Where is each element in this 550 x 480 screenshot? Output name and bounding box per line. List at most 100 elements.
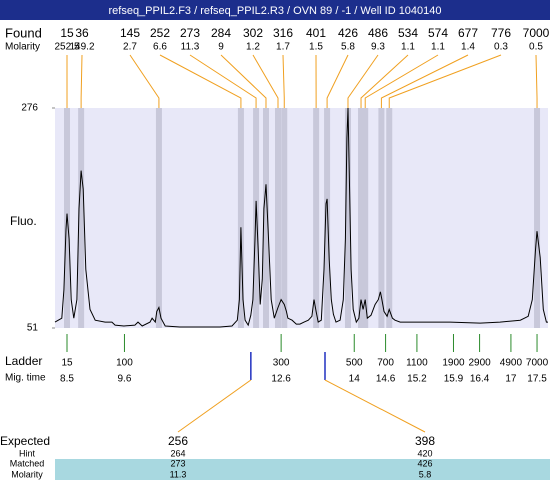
peak-molarity: 0.5 — [529, 42, 543, 53]
ladder-size: 1900 — [442, 358, 465, 369]
ladder-time: 15.2 — [407, 374, 427, 385]
peak-connector — [80, 54, 83, 108]
peak-connector — [189, 54, 257, 108]
expected-row-label: Matched — [10, 458, 45, 468]
peak-connector — [252, 54, 279, 108]
peak-size: 486 — [368, 26, 388, 40]
peak-band — [534, 108, 541, 328]
peak-connector — [364, 54, 439, 108]
peak-molarity: 1.5 — [309, 42, 323, 53]
peak-molarity: 9 — [218, 42, 224, 53]
ladder-size: 100 — [116, 358, 133, 369]
peak-molarity: 5.8 — [341, 42, 355, 53]
peak-molarity: 1.1 — [431, 42, 445, 53]
matched-band — [55, 459, 550, 480]
expected-molarity: 11.3 — [170, 469, 187, 479]
peak-size: 534 — [398, 26, 418, 40]
ladder-time: 14 — [349, 374, 361, 385]
ladder-size: 500 — [346, 358, 363, 369]
peak-molarity: 0.3 — [494, 42, 508, 53]
ladder-size: 2900 — [468, 358, 491, 369]
ladder-size: 15 — [61, 358, 73, 369]
peak-molarity: 6.6 — [153, 42, 167, 53]
peak-size: 401 — [306, 26, 326, 40]
header-bar — [0, 0, 550, 20]
peak-molarity: 1.1 — [401, 42, 415, 53]
expected-row-label: Hint — [19, 448, 36, 458]
ladder-time: 15.9 — [444, 374, 464, 385]
peak-band — [324, 108, 331, 328]
peak-band — [313, 108, 320, 328]
peak-connector — [360, 54, 409, 108]
expected-expected: 398 — [415, 434, 435, 448]
peak-band — [386, 108, 393, 328]
peak-connector — [220, 54, 267, 108]
peak-molarity: 1.7 — [276, 42, 290, 53]
peak-band — [262, 108, 269, 328]
peak-molarity: 149.2 — [69, 42, 94, 53]
peak-band — [281, 108, 288, 328]
peak-connector — [326, 54, 349, 108]
peak-band — [237, 108, 244, 328]
peak-band — [358, 108, 365, 328]
peak-size: 426 — [338, 26, 358, 40]
ladder-time: 14.6 — [376, 374, 396, 385]
peak-band — [362, 108, 369, 328]
ladder-time: 17 — [505, 374, 517, 385]
ladder-size: 300 — [273, 358, 290, 369]
peak-size: 145 — [120, 26, 140, 40]
mig-time-label: Mig. time — [5, 373, 46, 384]
peak-band — [155, 108, 162, 328]
peak-size: 677 — [458, 26, 478, 40]
expected-row-label: Molarity — [11, 469, 43, 479]
peak-molarity: 1.2 — [246, 42, 260, 53]
header-title: refseq_PPIL2.F3 / refseq_PPIL2.R3 / OVN … — [108, 5, 441, 17]
ladder-time: 9.6 — [118, 374, 132, 385]
ladder-size: 4900 — [500, 358, 523, 369]
peak-size: 15 — [60, 26, 74, 40]
peak-band — [78, 108, 85, 328]
expected-expected: 256 — [168, 434, 188, 448]
expected-connector — [177, 379, 252, 433]
peak-size: 36 — [75, 26, 89, 40]
peak-size: 776 — [491, 26, 511, 40]
ladder-time: 12.6 — [271, 374, 291, 385]
ladder-size: 7000 — [526, 358, 549, 369]
y-tick-label: 276 — [21, 103, 38, 114]
expected-molarity: 5.8 — [419, 469, 432, 479]
peak-molarity: 9.3 — [371, 42, 385, 53]
peak-band — [378, 108, 385, 328]
peak-size: 273 — [180, 26, 200, 40]
molarity-label: Molarity — [5, 42, 40, 53]
peak-molarity: 11.3 — [181, 42, 200, 53]
ladder-size: 700 — [377, 358, 394, 369]
peak-band — [344, 108, 351, 328]
peak-connector — [347, 54, 379, 108]
expected-matched: 273 — [170, 458, 185, 468]
expected-connector — [324, 379, 426, 433]
peak-molarity: 1.4 — [461, 42, 475, 53]
peak-connector — [129, 54, 160, 108]
plot-area — [55, 108, 548, 328]
found-label: Found — [5, 25, 42, 40]
peak-molarity: 252.5 — [54, 42, 79, 53]
peak-connector — [535, 54, 538, 108]
y-tick-label: 51 — [27, 323, 39, 334]
expected-hint: 420 — [417, 448, 432, 458]
peak-size: 252 — [150, 26, 170, 40]
peak-size: 574 — [428, 26, 448, 40]
ladder-time: 16.4 — [470, 374, 490, 385]
peak-size: 316 — [273, 26, 293, 40]
peak-size: 302 — [243, 26, 263, 40]
peak-size: 284 — [211, 26, 231, 40]
trace — [54, 107, 548, 328]
ladder-size: 1100 — [406, 358, 428, 369]
peak-connector — [159, 54, 242, 108]
peak-size: 7000 — [523, 26, 550, 40]
peak-connector — [380, 54, 469, 108]
expected-hint: 264 — [170, 448, 185, 458]
ladder-label: Ladder — [5, 354, 42, 368]
expected-row-label: Expected — [0, 434, 50, 448]
peak-connector — [282, 54, 285, 108]
